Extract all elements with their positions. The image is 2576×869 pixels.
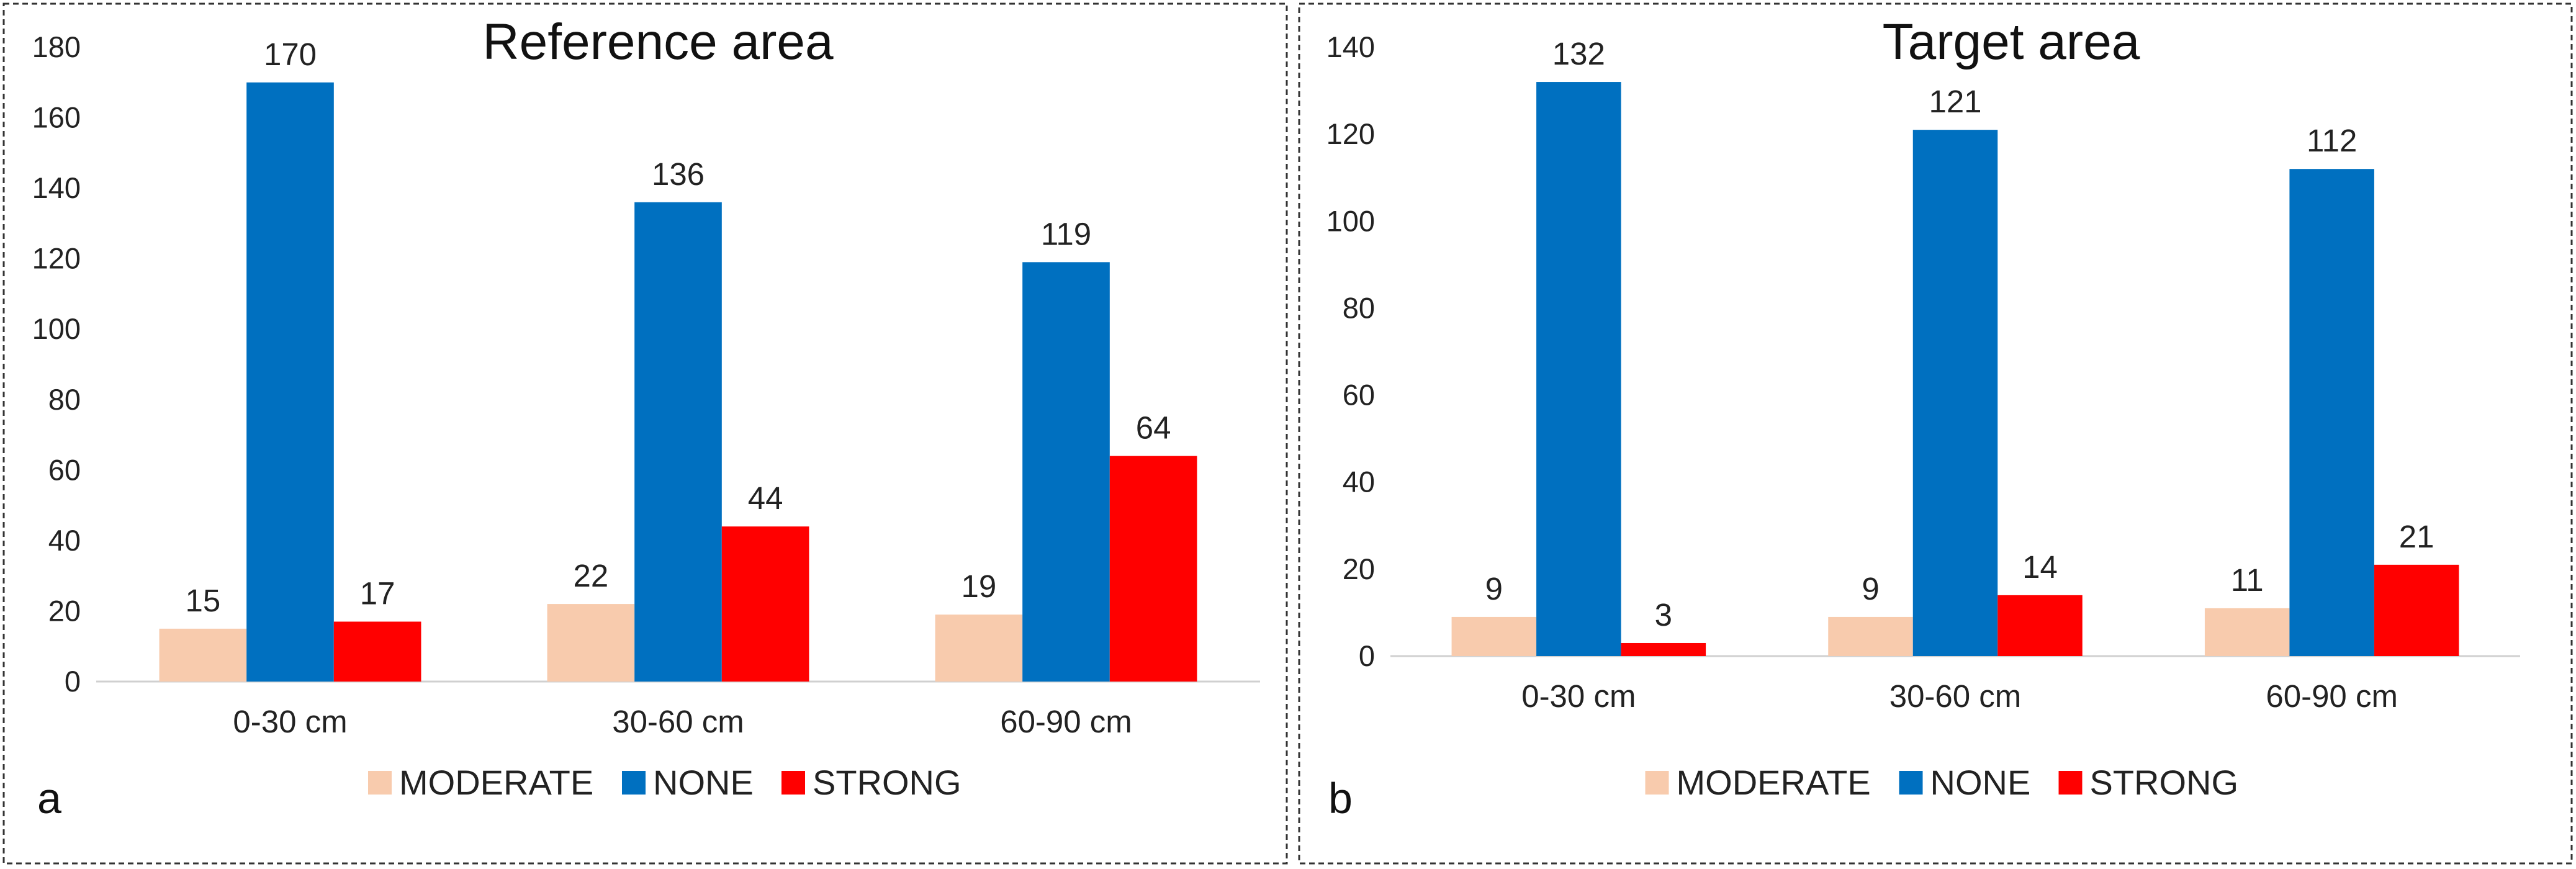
- data-label: 14: [2022, 549, 2058, 585]
- bar-strong: [1621, 642, 1706, 656]
- data-label: 64: [1136, 410, 1171, 446]
- legend-label: MODERATE: [1677, 763, 1871, 802]
- chart-title: Target area: [1883, 14, 2140, 70]
- panel-a: 0 20 40 60 80 100 120 140 160 180 15 170 17 0-30 cm 22…: [2, 2, 1288, 865]
- y-tick-label: 80: [48, 383, 81, 416]
- legend-label: NONE: [1930, 763, 2031, 802]
- bar-none: [1022, 262, 1110, 682]
- legend-swatch-strong: [2058, 771, 2083, 795]
- data-label: 19: [961, 569, 997, 604]
- legend-label: NONE: [653, 763, 754, 802]
- x-tick-label: 60-90 cm: [1000, 704, 1132, 739]
- y-tick-label: 140: [1326, 30, 1375, 63]
- y-tick-label: 20: [48, 594, 81, 627]
- y-tick-label: 0: [65, 665, 81, 698]
- y-tick-label: 180: [32, 30, 81, 63]
- x-tick-label: 0-30 cm: [1521, 678, 1636, 714]
- data-label: 21: [2399, 519, 2434, 554]
- panel-frame: [1298, 2, 2573, 865]
- legend-swatch-none: [1899, 771, 1923, 795]
- bar-strong: [1109, 456, 1197, 682]
- y-tick-label: 160: [32, 101, 81, 134]
- y-tick-label: 20: [1343, 552, 1375, 585]
- data-label: 11: [2231, 562, 2264, 598]
- y-tick-label: 40: [48, 524, 81, 557]
- bar-none: [634, 202, 722, 682]
- bar-moderate: [159, 628, 247, 682]
- y-tick-label: 40: [1343, 466, 1375, 498]
- data-label: 119: [1041, 216, 1091, 251]
- y-tick-label: 120: [1326, 117, 1375, 150]
- bar-none: [2289, 169, 2374, 656]
- x-tick-label: 0-30 cm: [233, 704, 347, 739]
- y-tick-label: 100: [32, 312, 81, 345]
- data-label: 22: [574, 558, 609, 593]
- data-label: 9: [1862, 571, 1879, 606]
- panel-frame: [2, 2, 1288, 865]
- x-tick-label: 60-90 cm: [2266, 678, 2398, 714]
- data-label: 112: [2307, 123, 2357, 158]
- x-tick-label: 30-60 cm: [612, 704, 744, 739]
- legend-swatch-moderate: [1645, 771, 1669, 795]
- bar-strong: [1997, 595, 2083, 656]
- bar-moderate: [2204, 608, 2290, 656]
- legend-swatch-strong: [781, 771, 805, 795]
- panel-letter: a: [37, 774, 61, 822]
- data-label: 136: [652, 156, 705, 192]
- bar-strong: [333, 621, 421, 682]
- data-label: 44: [748, 480, 783, 516]
- legend-swatch-moderate: [368, 771, 392, 795]
- y-tick-label: 80: [1343, 291, 1375, 324]
- bar-moderate: [547, 604, 635, 682]
- bar-strong: [2374, 564, 2459, 656]
- bar-moderate: [1828, 616, 1913, 656]
- data-label: 15: [186, 583, 221, 618]
- y-tick-label: 60: [1343, 379, 1375, 412]
- data-label: 170: [264, 37, 317, 72]
- panel-b: 0 20 40 60 80 100 120 140 9 132 3 0-30 cm 9 121 14 30-6…: [1298, 2, 2573, 865]
- bar-none: [1536, 82, 1621, 657]
- bar-moderate: [1451, 616, 1537, 656]
- y-tick-label: 60: [48, 453, 81, 486]
- data-label: 132: [1552, 36, 1605, 71]
- y-tick-label: 0: [1359, 639, 1375, 672]
- bar-strong: [721, 526, 809, 682]
- legend-label: STRONG: [2090, 763, 2239, 802]
- panel-letter: b: [1328, 774, 1353, 822]
- data-label: 121: [1929, 84, 1981, 119]
- y-tick-label: 120: [32, 242, 81, 275]
- legend-swatch-none: [622, 771, 646, 795]
- y-tick-label: 140: [32, 171, 81, 204]
- bar-none: [1912, 130, 1998, 656]
- data-label: 9: [1485, 571, 1503, 606]
- data-label: 3: [1655, 597, 1672, 633]
- bar-moderate: [935, 615, 1023, 682]
- chart-title: Reference area: [482, 14, 834, 70]
- x-tick-label: 30-60 cm: [1889, 678, 2022, 714]
- legend-label: STRONG: [813, 763, 961, 802]
- y-tick-label: 100: [1326, 204, 1375, 237]
- data-label: 17: [360, 575, 395, 611]
- legend-label: MODERATE: [399, 763, 593, 802]
- bar-none: [246, 82, 334, 682]
